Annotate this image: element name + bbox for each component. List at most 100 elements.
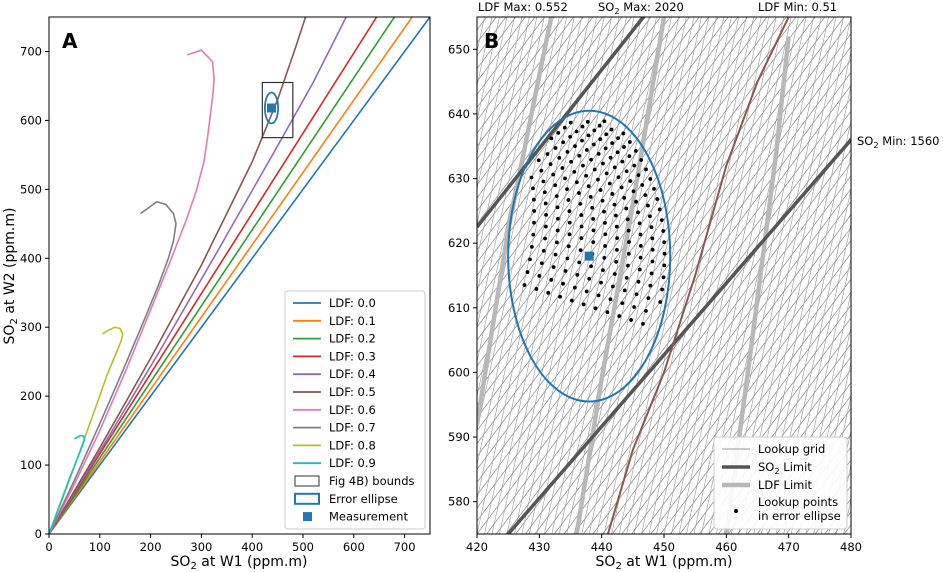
lookup-point (537, 274, 542, 278)
lookup-point (566, 244, 571, 249)
lookup-point (567, 209, 572, 214)
lookup-point (587, 276, 592, 281)
lookup-point (598, 188, 603, 192)
grid-line-a (477, 17, 729, 354)
lookup-point (622, 195, 627, 200)
lookup-point (569, 159, 574, 164)
grid-line-a (477, 17, 632, 225)
y-tick-label-a: 400 (20, 251, 42, 265)
grid-line-b (506, 17, 620, 534)
lookup-point (638, 255, 643, 260)
grid-line-b (626, 17, 740, 534)
lookup-point (589, 264, 594, 269)
lookup-point (639, 158, 644, 162)
grid-line-b (641, 17, 755, 534)
lookup-point (565, 187, 569, 191)
lookup-point (580, 138, 584, 143)
legend-ellipse-swatch (294, 492, 320, 505)
lookup-point (661, 275, 666, 280)
lookup-point (578, 248, 583, 253)
grid-line-b (491, 17, 605, 534)
lookup-point (605, 310, 610, 315)
lookup-point (662, 240, 667, 245)
lookup-point (650, 236, 655, 241)
grid-line-b (178, 17, 290, 534)
lookup-point (602, 256, 607, 260)
grid-line-b (850, 532, 851, 534)
lookup-point (617, 314, 622, 318)
grid-line-b (693, 17, 807, 534)
lookup-point (609, 127, 614, 132)
y-tick-label-b: 580 (448, 495, 470, 509)
lookup-point (534, 287, 539, 291)
lookup-point (531, 197, 536, 202)
series-line-9 (49, 434, 86, 534)
lookup-point (637, 267, 642, 272)
lookup-point (560, 166, 565, 170)
so2-limit-line-0 (477, 17, 646, 229)
lookup-point (574, 129, 579, 134)
grid-line-b (170, 17, 282, 534)
grid-line-b (110, 17, 222, 534)
grid-line-a (921, 17, 943, 534)
lookup-point (652, 187, 656, 191)
panel-b-label: B (484, 29, 499, 53)
grid-line-b (477, 17, 583, 501)
x-tick-label-a: 400 (241, 540, 263, 554)
series-line-0 (49, 17, 430, 534)
lookup-point (637, 221, 642, 226)
lookup-point (649, 271, 654, 276)
grid-line-b (477, 17, 590, 534)
grid-line-a (621, 226, 851, 534)
series-line-2 (49, 17, 396, 534)
grid-line-a (477, 17, 777, 419)
grid-line-a (544, 123, 851, 534)
grid-line-b (603, 17, 717, 534)
grid-line-a (477, 17, 603, 186)
grid-line-a (902, 17, 943, 534)
lookup-point (541, 248, 546, 253)
legend-label-b: in error ellipse (758, 509, 841, 523)
grid-line-b (477, 17, 538, 295)
lookup-point (588, 194, 593, 199)
series-line-3 (49, 17, 378, 534)
lookup-point (557, 155, 562, 160)
grid-line-b (73, 17, 185, 534)
lookup-point (638, 232, 643, 237)
lookup-point (577, 260, 582, 265)
legend-label-a: Measurement (329, 510, 408, 524)
grid-line-b (477, 17, 530, 260)
grid-line-b (96, 17, 208, 534)
lookup-point (624, 169, 629, 174)
legend-label-a: LDF: 0.9 (329, 456, 376, 470)
lookup-point (576, 191, 581, 195)
grid-line-b (648, 17, 762, 534)
y-tick-label-a: 100 (20, 458, 42, 472)
grid-line-b (477, 17, 515, 191)
lookup-point (553, 146, 558, 150)
x-tick-label-a: 600 (343, 540, 365, 554)
lookup-point (591, 240, 596, 244)
grid-line-a (477, 17, 719, 341)
lookup-point (627, 240, 631, 244)
y-tick-label-b: 620 (448, 236, 470, 250)
grid-line-a (611, 214, 851, 534)
grid-line-b (903, 17, 943, 534)
grid-line-b (633, 17, 747, 534)
grid-line-b (185, 17, 297, 534)
lookup-point (644, 308, 648, 313)
x-tick-label-a: 300 (190, 540, 212, 554)
lookup-point (548, 162, 553, 167)
lookup-point (602, 119, 607, 124)
lookup-point (572, 285, 577, 290)
lookup-point (622, 288, 627, 293)
lookup-point (648, 214, 652, 219)
panel-b-legend: Lookup grid SO2 Limit LDF Limit Lookup poin… (713, 436, 848, 530)
lookup-point (614, 224, 619, 229)
grid-line-a (477, 17, 826, 483)
x-tick-label-b: 430 (528, 540, 550, 554)
lookup-point (600, 198, 605, 203)
y-tick-label-b: 650 (448, 42, 470, 56)
panel-a-plot-area (49, 17, 430, 534)
